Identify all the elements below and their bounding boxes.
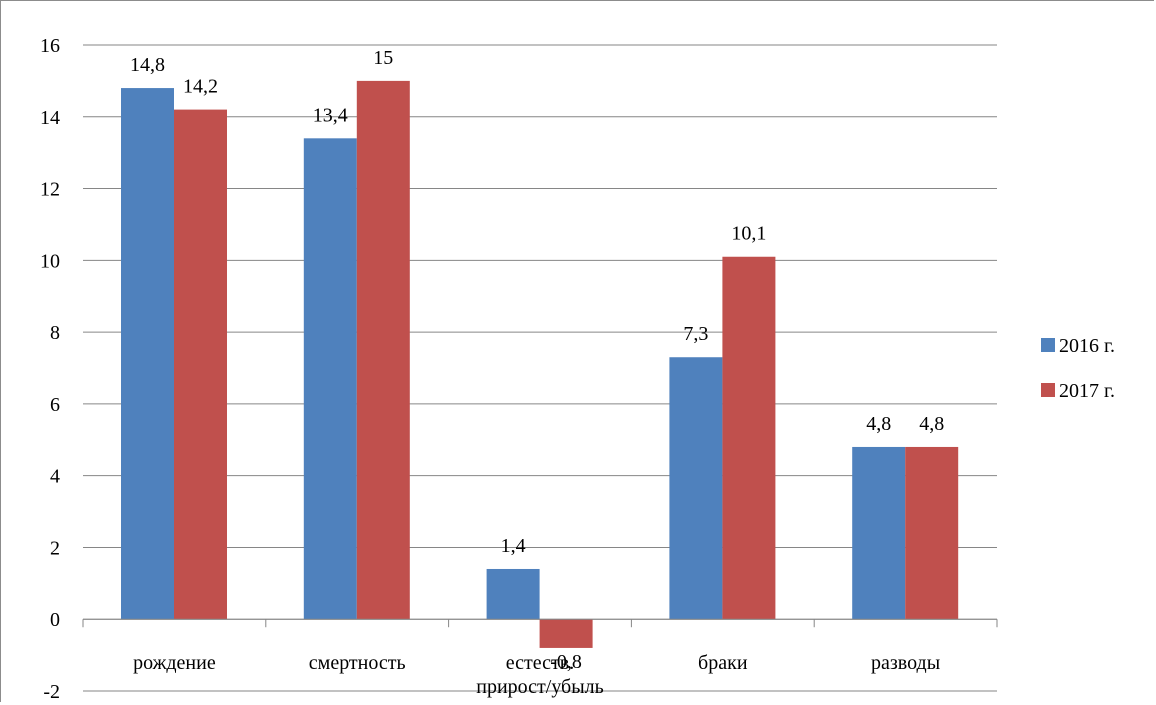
y-tick-label: -2 (43, 681, 60, 703)
data-label: 14,2 (183, 76, 218, 98)
data-label: 1,4 (501, 535, 526, 557)
bar (905, 446, 959, 620)
x-axis (82, 618, 998, 628)
category-label-line: разводы (871, 652, 940, 674)
data-label: 4,8 (919, 413, 944, 435)
category-label-line: браки (698, 652, 748, 674)
bar (669, 357, 723, 620)
category-label-line: смертность (309, 652, 406, 674)
y-tick-label: 10 (40, 250, 60, 272)
bar (486, 568, 540, 620)
y-tick-label: 12 (40, 179, 60, 201)
data-label: 4,8 (866, 413, 891, 435)
y-axis-ticks: -2 0 2 4 6 8 10 12 14 16 (40, 35, 60, 703)
legend-swatch (1041, 338, 1055, 352)
y-tick-label: 16 (40, 35, 60, 57)
bar (356, 80, 410, 620)
bar (174, 109, 227, 620)
bar (121, 88, 174, 620)
y-tick-label: 4 (50, 466, 60, 488)
data-label: 13,4 (313, 104, 348, 126)
y-tick-label: 8 (50, 322, 60, 344)
category-labels: рождение смертность естеств. прирост/убыль б… (133, 652, 940, 698)
y-tick-label: 14 (40, 107, 60, 129)
category-label: рождение (133, 652, 216, 674)
legend-swatch (1041, 383, 1055, 397)
category-label: смертность (309, 652, 406, 674)
data-label: 7,3 (683, 323, 708, 345)
category-label: естеств. прирост/убыль (476, 652, 604, 698)
data-label: 10,1 (731, 223, 766, 245)
y-tick-label: 6 (50, 394, 60, 416)
bar (539, 619, 593, 648)
legend-label: 2017 г. (1059, 380, 1115, 402)
legend-label: 2016 г. (1059, 335, 1115, 357)
legend: 2016 г. 2017 г. (1041, 335, 1115, 402)
bar (722, 256, 776, 620)
data-label: 14,8 (130, 54, 165, 76)
y-tick-label: 2 (50, 537, 60, 559)
category-label-line: рождение (133, 652, 216, 674)
data-label: 15 (373, 47, 393, 69)
bar (852, 446, 906, 620)
bars (121, 80, 959, 648)
category-label: браки (698, 652, 748, 674)
y-tick-label: 0 (50, 609, 60, 631)
category-label-line: естеств. (506, 652, 574, 674)
data-labels: 14,8 13,4 1,4 7,3 4,8 14,2 15 -0,8 10,1 4,8 (130, 47, 944, 673)
bar (303, 138, 357, 620)
category-label-line: прирост/убыль (476, 676, 604, 698)
data-label: -0,8 (550, 651, 582, 673)
category-label: разводы (871, 652, 940, 674)
